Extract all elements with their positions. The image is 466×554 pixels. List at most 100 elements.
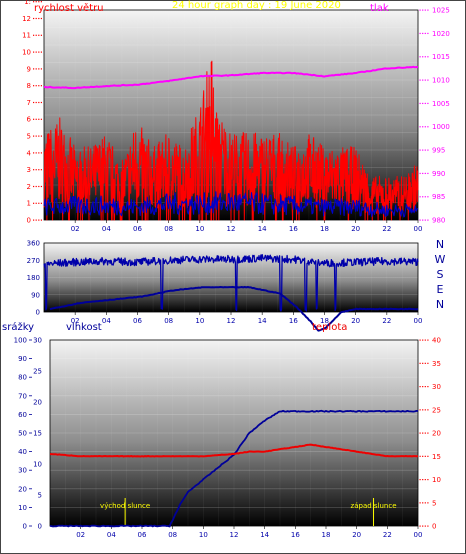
plot-background — [50, 340, 418, 526]
wind-gust-line — [43, 60, 419, 221]
tick-dot — [38, 85, 40, 87]
temp-y-tick-label: 10 — [432, 476, 441, 484]
x-tick-label: 22 — [382, 225, 391, 233]
x-tick-label: 08 — [164, 225, 173, 233]
rain-y-tick-label: 100 — [14, 337, 27, 345]
temp-y-tick-label: 20 — [432, 430, 441, 438]
left-y-tick-dots — [33, 68, 42, 70]
tick-dot — [427, 409, 429, 411]
x-tick-label: 12 — [227, 317, 236, 325]
tick-dot — [40, 185, 42, 188]
tick-dot — [427, 79, 429, 81]
tick-dot — [424, 386, 426, 388]
tick-dot — [422, 172, 424, 175]
tick-dot — [427, 102, 429, 105]
left-y-tick-label: 8 — [27, 82, 31, 90]
humidity-y-tick-label: 5 — [38, 492, 42, 500]
tick-dot — [33, 17, 35, 20]
tick-dot — [33, 169, 35, 171]
tick-dot — [38, 202, 40, 204]
x-tick-label: 06 — [133, 225, 142, 233]
left-y-tick-label: 7 — [27, 99, 31, 107]
tick-dot — [424, 339, 426, 341]
x-tick-label: 06 — [133, 317, 142, 325]
tick-dot — [427, 126, 429, 128]
tick-dot — [422, 432, 424, 434]
x-tick-label: 10 — [199, 531, 208, 539]
tick-dot — [38, 169, 40, 171]
tick-dot — [427, 32, 429, 35]
x-tick-label: 16 — [289, 317, 298, 325]
y-tick-label: 90 — [31, 291, 40, 299]
tick-dot — [419, 455, 421, 457]
tick-dot — [422, 149, 424, 151]
tick-dot — [427, 479, 429, 481]
rain-y-tick-label: 70 — [18, 392, 27, 400]
left-y-tick-dots — [33, 202, 42, 204]
humidity-y-tick-label: 25 — [33, 368, 42, 376]
tick-dot — [424, 409, 426, 411]
left-y-tick-dots — [33, 17, 42, 20]
right-y-tick-label: 995 — [432, 147, 445, 155]
wind-direction-line — [43, 254, 419, 312]
left-y-tick-dots — [33, 51, 42, 53]
left-y-tick-label: 1: — [24, 0, 31, 6]
tick-dot — [40, 152, 42, 154]
tick-dot — [419, 409, 421, 411]
temp-tick-dots — [419, 386, 429, 388]
left-y-tick-dots — [33, 1, 42, 3]
tick-dot — [424, 79, 426, 81]
tick-dot — [422, 102, 424, 105]
tick-dot — [38, 219, 40, 221]
tick-dot — [33, 219, 35, 221]
tick-dot — [40, 68, 42, 70]
tick-dot — [40, 51, 42, 53]
right-y-tick-label: 1015 — [432, 53, 450, 61]
x-tick-label: 00 — [414, 531, 423, 539]
humidity-y-tick-label: 10 — [33, 461, 42, 469]
tick-dot — [422, 409, 424, 411]
tick-dot — [33, 34, 35, 36]
x-tick-label: 00 — [414, 225, 423, 233]
tick-dot — [40, 219, 42, 221]
tick-dot — [33, 135, 35, 137]
left-y-tick-label: 6 — [27, 116, 32, 124]
wind-pressure-panel: 01234567891011121:9809859909951000100510… — [22, 0, 450, 233]
tick-dot — [38, 17, 40, 20]
tick-dot — [427, 362, 429, 364]
right-y-tick-dots — [419, 126, 429, 128]
right-y-tick-label: 1025 — [432, 7, 450, 15]
tick-dot — [35, 17, 37, 20]
left-y-tick-label: 5 — [27, 133, 31, 141]
temp-tick-dots — [419, 362, 429, 364]
tick-dot — [427, 196, 429, 198]
x-tick-label: 20 — [351, 225, 360, 233]
left-y-tick-dots — [33, 135, 42, 137]
humidity-y-tick-label: 30 — [33, 337, 42, 345]
temp-tick-dots — [419, 525, 429, 527]
tick-dot — [33, 68, 35, 70]
tick-dot — [422, 502, 424, 504]
left-y-tick-dots — [33, 85, 42, 87]
tick-dot — [424, 172, 426, 175]
tick-dot — [427, 525, 429, 527]
left-y-tick-label: 3 — [27, 166, 31, 174]
tick-dot — [427, 56, 429, 58]
right-y-tick-label: 990 — [432, 170, 445, 178]
x-tick-label: 10 — [195, 317, 204, 325]
temp-y-tick-label: 30 — [432, 383, 441, 391]
humidity-y-tick-label: 15 — [33, 430, 42, 438]
x-tick-label: 14 — [258, 225, 267, 233]
tick-dot — [38, 118, 40, 120]
tick-dot — [35, 101, 37, 104]
compass-label-N: N — [436, 238, 444, 251]
tick-dot — [35, 51, 37, 53]
left-y-tick-label: 11 — [22, 32, 31, 40]
tick-dot — [40, 34, 42, 36]
right-y-tick-dots — [419, 102, 429, 105]
tick-dot — [422, 362, 424, 364]
y-tick-label: 360 — [27, 240, 40, 248]
temp-tick-dots — [419, 479, 429, 481]
right-y-tick-dots — [419, 219, 429, 221]
left-y-tick-label: 1 — [27, 200, 31, 208]
